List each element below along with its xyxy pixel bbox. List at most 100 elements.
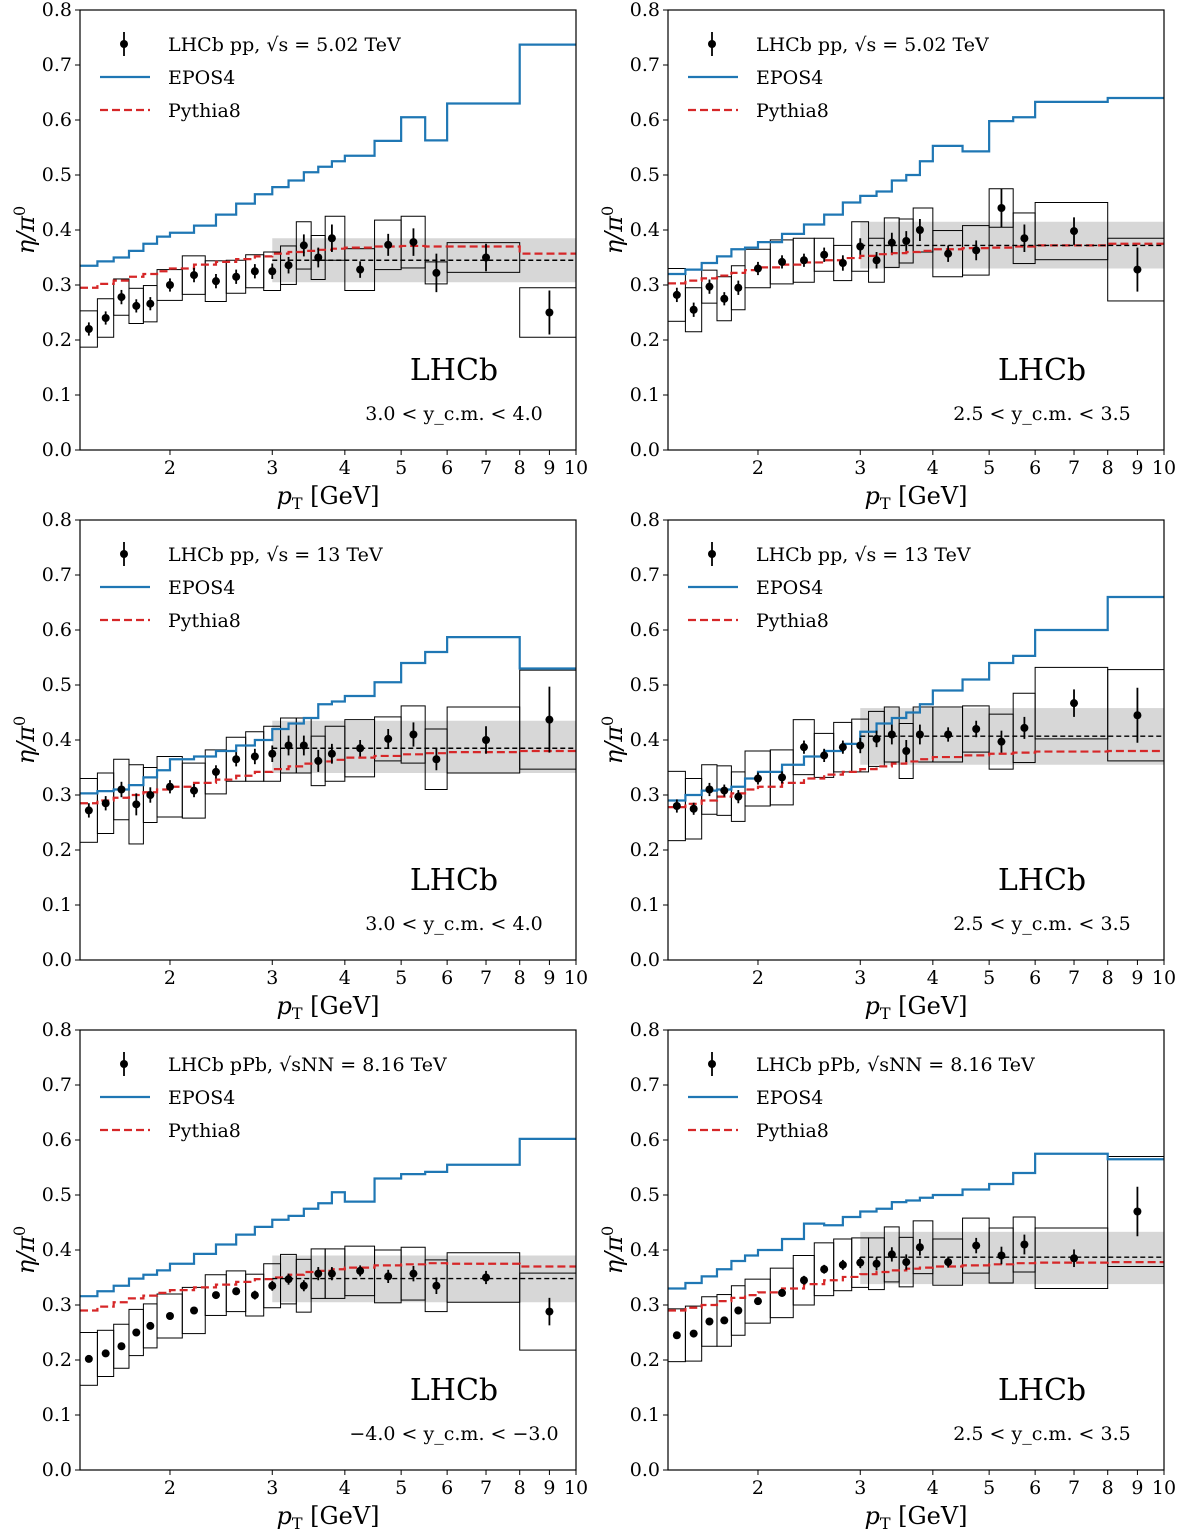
y-tick-label: 0.3: [42, 1294, 72, 1316]
x-tick-label: 6: [441, 457, 453, 479]
syst-box: [96, 298, 115, 338]
x-axis-title: pT [GeV]: [864, 1502, 967, 1533]
pythia8-line: [80, 244, 576, 289]
y-tick-label: 0.1: [42, 894, 72, 916]
y-tick-label: 0.8: [630, 0, 660, 21]
y-tick-label: 0.0: [630, 949, 660, 971]
legend-data-label: LHCb pp, √s = 5.02 TeV: [756, 34, 989, 56]
syst-box: [912, 207, 934, 253]
data-point: [689, 305, 698, 314]
data-point: [902, 747, 911, 755]
data-point: [689, 1329, 698, 1338]
data-point: [250, 267, 259, 276]
fit-band: [860, 1231, 1164, 1285]
rapidity-range-annotation: 2.5 < y_c.m. < 3.5: [953, 403, 1130, 425]
x-tick-label: 2: [752, 457, 764, 479]
data-point: [734, 792, 743, 801]
legend-epos4-label: EPOS4: [756, 577, 823, 599]
x-tick-label: 8: [1102, 1477, 1114, 1499]
data-point: [190, 786, 199, 795]
x-tick-label: 6: [441, 1477, 453, 1499]
y-tick-label: 0.5: [630, 674, 660, 696]
data-point: [997, 1251, 1006, 1260]
y-tick-label: 0.6: [42, 619, 72, 641]
data-point: [146, 1321, 155, 1330]
data-point: [944, 730, 953, 739]
y-axis-title: η/π0: [10, 716, 40, 764]
data-point: [720, 294, 729, 303]
data-point: [944, 1258, 953, 1267]
legend-epos4-label: EPOS4: [756, 67, 823, 89]
x-tick-label: 9: [543, 457, 555, 479]
data-point: [705, 282, 714, 291]
rapidity-range-annotation: 3.0 < y_c.m. < 4.0: [365, 403, 542, 425]
y-tick-label: 0.4: [630, 219, 660, 241]
panel-top-left: 0.0 0.1 0.2 0.3 0.4 0.5 0.6 0.7 0.8 2 3 4 5 6 7 8 9 10 pT …: [10, 0, 588, 513]
y-tick-label: 0.2: [630, 1349, 660, 1371]
plot-area: [668, 96, 1164, 333]
panel-middle-right: 0.0 0.1 0.2 0.3 0.4 0.5 0.6 0.7 0.8 2 3 4 5 6 7 8 9 10 pT …: [598, 509, 1176, 1023]
data-point: [672, 1331, 681, 1340]
y-tick-label: 0.7: [42, 54, 72, 76]
pythia8-line: [668, 242, 1164, 285]
legend-data-label: LHCb pPb, √sNN = 8.16 TeV: [168, 1054, 447, 1076]
x-tick-label: 10: [1152, 1477, 1176, 1499]
x-axis-title: pT [GeV]: [276, 992, 379, 1023]
data-point: [915, 1243, 924, 1252]
data-point: [314, 1269, 323, 1278]
y-tick-label: 0.6: [630, 109, 660, 131]
data-point: [268, 1281, 277, 1290]
x-tick-label: 8: [1102, 967, 1114, 989]
y-tick-label: 0.7: [630, 54, 660, 76]
data-point: [838, 743, 847, 752]
data-point: [778, 1288, 787, 1297]
data-point: [856, 1258, 865, 1267]
y-tick-label: 0.6: [42, 109, 72, 131]
pythia8-line: [80, 1262, 576, 1312]
y-axis-title: η/π0: [598, 206, 628, 254]
x-tick-label: 9: [543, 1477, 555, 1499]
x-axis-title: pT [GeV]: [864, 992, 967, 1023]
syst-box: [446, 242, 521, 273]
x-tick-label: 7: [480, 967, 492, 989]
y-tick-label: 0.7: [630, 564, 660, 586]
y-tick-label: 0.4: [630, 1239, 660, 1261]
syst-box: [519, 287, 576, 338]
data-point: [117, 785, 126, 794]
x-tick-label: 5: [395, 967, 407, 989]
data-point: [232, 755, 241, 764]
x-tick-label: 4: [339, 457, 351, 479]
x-tick-label: 5: [395, 457, 407, 479]
data-point: [101, 314, 110, 322]
data-point: [211, 767, 220, 776]
data-point: [132, 800, 141, 809]
y-tick-label: 0.3: [42, 784, 72, 806]
y-tick-label: 0.5: [42, 164, 72, 186]
data-point: [409, 1269, 418, 1278]
data-point: [250, 752, 259, 761]
data-point: [314, 756, 323, 765]
data-point: [232, 272, 241, 281]
data-point: [778, 773, 787, 782]
legend-data-label: LHCb pPb, √sNN = 8.16 TeV: [756, 1054, 1035, 1076]
data-point: [284, 261, 293, 270]
legend-data-marker: [120, 1060, 128, 1068]
data-point: [672, 802, 681, 810]
x-axis-title: pT [GeV]: [864, 482, 967, 513]
data-point: [327, 234, 336, 243]
x-tick-label: 4: [339, 1477, 351, 1499]
data-point: [820, 751, 829, 760]
data-point: [838, 259, 847, 267]
data-point: [545, 715, 554, 724]
y-tick-label: 0.0: [630, 1459, 660, 1481]
data-point: [84, 806, 93, 815]
x-tick-label: 8: [514, 967, 526, 989]
y-tick-label: 0.4: [42, 219, 72, 241]
data-point: [753, 264, 762, 273]
x-tick-label: 2: [164, 1477, 176, 1499]
y-tick-label: 0.1: [630, 384, 660, 406]
y-tick-label: 0.2: [42, 1349, 72, 1371]
legend-data-marker: [120, 40, 128, 48]
x-tick-label: 5: [395, 1477, 407, 1499]
